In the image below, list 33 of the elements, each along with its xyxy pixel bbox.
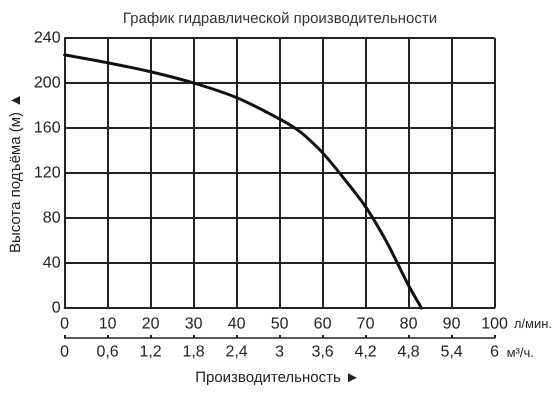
x-tick-label: 20 [142,316,160,332]
x2-tick-label: 1,8 [182,344,205,360]
chart-title: График гидравлической производительности [122,10,438,27]
text: л/мин. [514,316,552,331]
x2-tick-label: 3 [275,344,284,360]
x2-tick-label: 5,4 [440,344,463,360]
y-tick-label: 40 [42,254,61,272]
x-tick-label: 80 [400,316,418,332]
x2-tick-label: 4,2 [354,344,377,360]
x-tick-label: 10 [98,316,117,332]
y-axis-title: Высота подъёма (м) ▲ [7,92,24,254]
x2-tick-label: 4,8 [397,344,420,360]
x2-tick-label: 0,6 [96,344,119,360]
y-tick-label: 80 [42,210,61,226]
x-tick-label: 100 [481,316,508,332]
x2-axis-title: м³/ч. [506,345,534,360]
line-series [63,53,423,310]
x2-tick-label: 1,2 [139,344,162,360]
x-tick-label: 60 [314,316,332,332]
x-tick-label: 40 [228,316,246,332]
x2-tick-label: 6 [490,344,500,360]
x-tick-label: 70 [356,316,375,332]
x-tick-label: 30 [184,316,203,332]
y-tick-label: 0 [52,300,61,316]
y-tick-label: 160 [34,120,61,136]
y-tick-label: 240 [34,30,61,46]
x-axis-title: Производительность ► [195,369,360,386]
x-tick-label: 50 [270,316,289,332]
y-tick-label: 120 [34,164,61,182]
x-tick-label: 90 [442,316,461,332]
x2-tick-label: 2,4 [225,344,248,360]
x2-tick-label: 3,6 [311,344,334,360]
y-tick-label: 200 [34,74,61,92]
